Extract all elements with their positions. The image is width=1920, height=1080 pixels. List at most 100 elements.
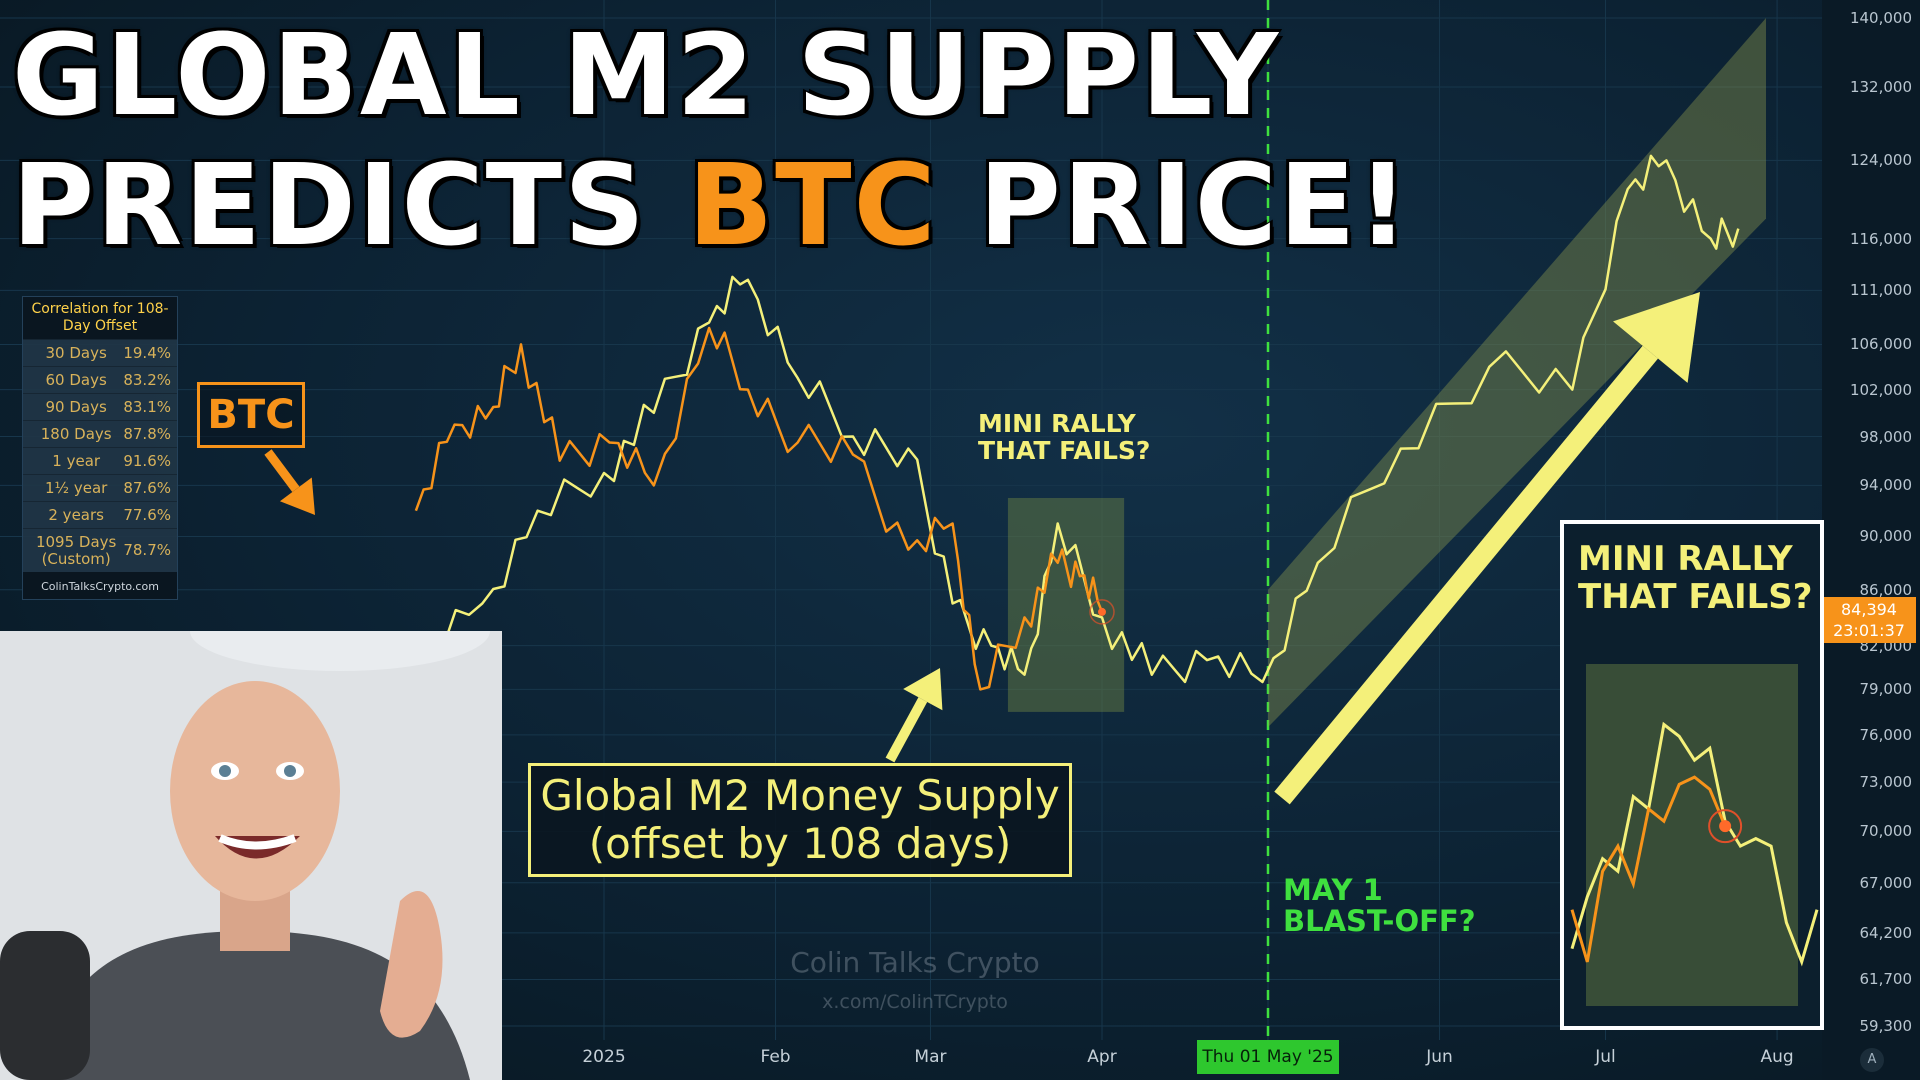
blastoff-arrow-shaft (1274, 345, 1659, 805)
price-axis-tick: 67,000 (1859, 873, 1913, 892)
price-axis-tick: 86,000 (1859, 580, 1913, 599)
headline-prefix: PREDICTS (12, 141, 688, 271)
correlation-table-rows: 30 Days 19.4% 60 Days 83.2% 90 Days 83.1% 180 … (23, 339, 177, 572)
price-axis-tick: 106,000 (1849, 335, 1912, 354)
price-axis-tick: 111,000 (1849, 281, 1912, 300)
m2-arrow-head (903, 668, 943, 711)
candle-countdown: 23:01:37 (1833, 621, 1905, 640)
inset-title-line-2: THAT FAILS? (1578, 577, 1813, 617)
head (170, 681, 340, 901)
price-axis[interactable]: 140,000 132,000 124,000 116,000 111,000 106,0… (1822, 0, 1920, 1080)
inset-m2-line (1570, 721, 1819, 967)
m2-callout: Global M2 Money Supply (offset by 108 da… (528, 763, 1072, 877)
headline-line-2: PREDICTS BTC PRICE! (12, 150, 1410, 262)
shirt (40, 931, 470, 1080)
time-axis-tick: Aug (1760, 1047, 1794, 1067)
btc-arrow-head (279, 477, 315, 515)
price-axis-tick: 116,000 (1849, 229, 1912, 248)
presenter-illustration (0, 631, 502, 1080)
price-axis-tick: 90,000 (1859, 527, 1913, 546)
current-price-tag: 84,394 23:01:37 (1822, 597, 1916, 643)
btc-series-line (414, 326, 1104, 691)
correlation-row: 90 Days 83.1% (23, 393, 177, 420)
inset-btc-line (1570, 775, 1727, 963)
correlation-row-value: 83.2% (123, 371, 171, 389)
m2-callout-line-2: (offset by 108 days) (588, 819, 1012, 868)
headline-line-1: GLOBAL M2 SUPPLY (12, 11, 1281, 141)
price-axis-tick: 79,000 (1859, 680, 1913, 699)
price-axis-tick: 64,200 (1859, 923, 1913, 942)
time-axis-tick: 2025 (582, 1047, 626, 1067)
price-axis-tick: 102,000 (1849, 380, 1912, 399)
price-axis-tick: 140,000 (1849, 9, 1912, 27)
inset-title-line-1: MINI RALLY (1578, 539, 1793, 579)
m2-callout-line-1: Global M2 Money Supply (540, 771, 1060, 820)
price-axis-tick: 59,300 (1859, 1017, 1913, 1035)
correlation-row-value: 78.7% (123, 541, 171, 559)
mini-rally-line-2: THAT FAILS? (978, 436, 1151, 465)
correlation-row: 1½ year 87.6% (23, 474, 177, 501)
correlation-row: 30 Days 19.4% (23, 339, 177, 366)
annotation-bands (1007, 0, 1766, 1040)
may-line-2: BLAST-OFF? (1283, 904, 1476, 939)
correlation-row-value: 87.6% (123, 479, 171, 497)
correlation-row: 180 Days 87.8% (23, 420, 177, 447)
mini-rally-zoom-inset: MINI RALLY THAT FAILS? (1560, 520, 1824, 1030)
btc-callout: BTC (197, 382, 305, 448)
correlation-row-value: 83.1% (123, 398, 171, 416)
microphone (0, 931, 90, 1080)
btc-arrow-shaft (264, 449, 300, 493)
inset-zone (1586, 664, 1798, 1006)
time-axis-tick: Jul (1595, 1047, 1616, 1067)
correlation-row-label: 1½ year (45, 479, 108, 497)
price-axis-tick: 132,000 (1849, 78, 1912, 97)
correlation-row-label: 180 Days (40, 425, 112, 443)
auto-scale-button[interactable]: A (1860, 1048, 1884, 1072)
correlation-row-label: 90 Days (45, 398, 107, 416)
time-axis-tick: Jun (1426, 1047, 1453, 1067)
series-lines (414, 154, 1740, 691)
mini-rally-annotation: MINI RALLY THAT FAILS? (978, 410, 1150, 464)
time-axis-tick: Feb (760, 1047, 791, 1067)
headline-suffix: PRICE! (937, 141, 1411, 271)
headline-btc-accent: BTC (687, 141, 938, 271)
correlation-row: 60 Days 83.2% (23, 366, 177, 393)
mini-rally-zone (1007, 497, 1125, 712)
presenter-photo (0, 631, 502, 1080)
crosshair-date-badge: Thu 01 May '25 (1197, 1040, 1339, 1074)
watermark-name: Colin Talks Crypto (790, 946, 1040, 979)
correlation-row-label: 2 years (48, 506, 104, 524)
blastoff-arrow-head (1613, 292, 1700, 383)
time-axis-tick: Mar (914, 1047, 947, 1067)
correlation-row-value: 91.6% (123, 452, 171, 470)
correlation-table: Correlation for 108-Day Offset 30 Days 19… (22, 296, 178, 600)
correlation-row-value: 87.8% (123, 425, 171, 443)
watermark: Colin Talks Crypto x.com/ColinTCrypto (790, 946, 1040, 1013)
correlation-row: 1095 Days (Custom) 78.7% (23, 528, 177, 572)
correlation-row-value: 77.6% (123, 506, 171, 524)
correlation-table-footer: ColinTalksCrypto.com (23, 572, 177, 599)
m2-series-line (414, 154, 1740, 684)
correlation-row-label: 60 Days (45, 371, 107, 389)
inset-title: MINI RALLY THAT FAILS? (1578, 540, 1813, 616)
correlation-row-label: 1095 Days (Custom) (35, 532, 117, 568)
correlation-row-value: 19.4% (123, 344, 171, 362)
inset-chart (1570, 664, 1819, 1006)
inset-last-point-ring (1708, 809, 1743, 844)
price-axis-tick: 94,000 (1859, 476, 1913, 495)
price-axis-tick: 98,000 (1859, 427, 1913, 446)
current-price-value: 84,394 (1841, 600, 1897, 619)
price-axis-tick: 70,000 (1859, 822, 1913, 841)
watermark-handle: x.com/ColinTCrypto (822, 991, 1008, 1013)
btc-last-point-ring (1089, 599, 1115, 625)
correlation-row: 1 year 91.6% (23, 447, 177, 474)
inset-last-point (1719, 820, 1732, 833)
callout-arrows (264, 292, 1700, 805)
mini-rally-line-1: MINI RALLY (978, 409, 1136, 438)
may-blastoff-annotation: MAY 1 BLAST-OFF? (1283, 874, 1476, 939)
correlation-row-label: 30 Days (45, 344, 107, 362)
price-axis-tick: 61,700 (1859, 970, 1913, 989)
time-axis-tick: Apr (1087, 1047, 1117, 1067)
price-axis-tick: 124,000 (1849, 151, 1912, 170)
